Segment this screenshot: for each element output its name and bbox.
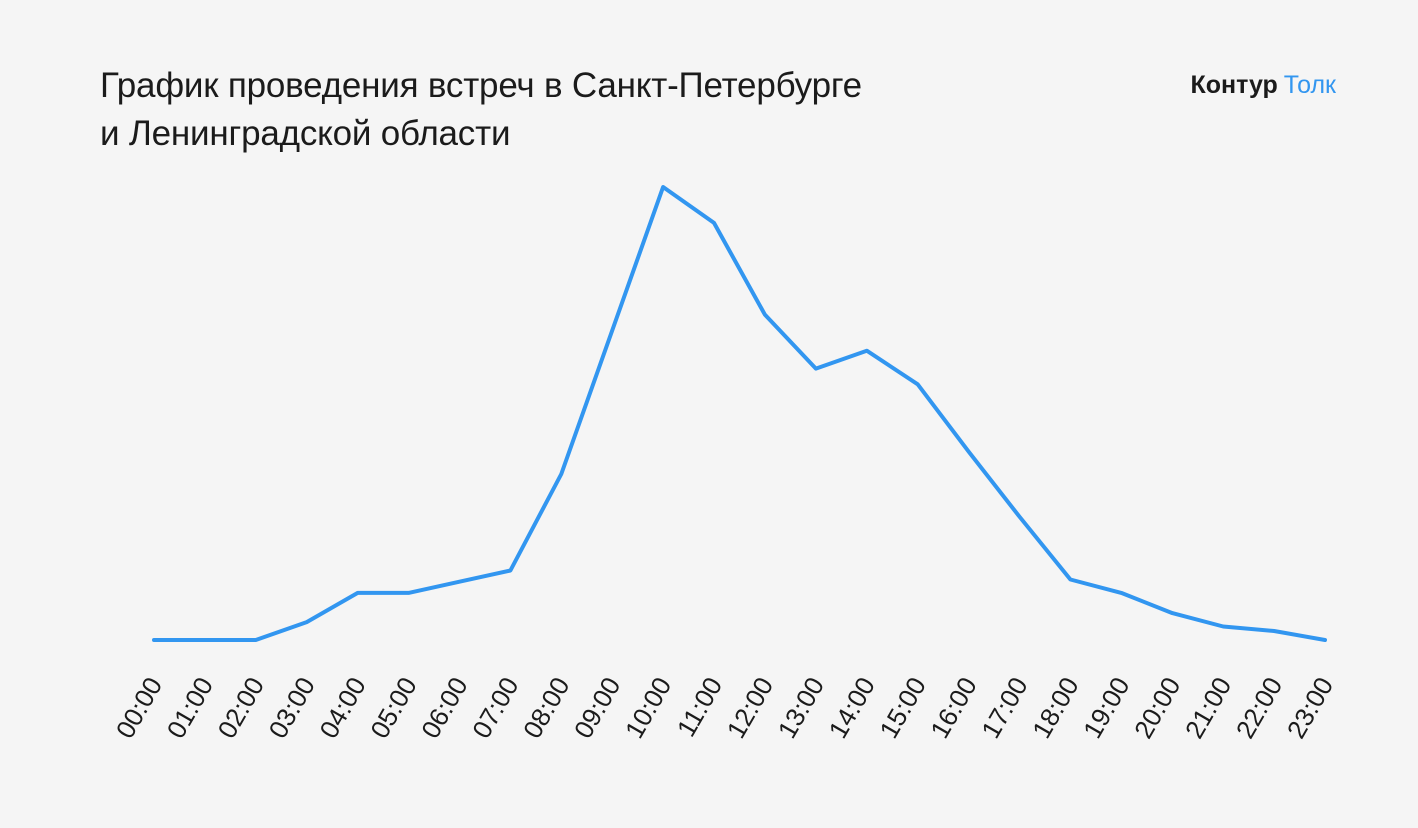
chart-title-line-2: и Ленинградской области xyxy=(100,114,511,153)
x-tick-label: 03:00 xyxy=(262,672,321,743)
x-tick-label: 21:00 xyxy=(1179,672,1238,743)
x-tick-label: 13:00 xyxy=(772,672,831,743)
chart-title: График проведения встреч в Санкт-Петербу… xyxy=(100,62,1060,158)
x-tick-label: 14:00 xyxy=(822,672,881,743)
x-tick-label: 00:00 xyxy=(110,672,169,743)
chart-title-line-1: График проведения встреч в Санкт-Петербу… xyxy=(100,66,862,105)
x-tick-label: 23:00 xyxy=(1281,672,1340,743)
series-points xyxy=(153,186,1326,641)
x-tick-label: 02:00 xyxy=(212,672,271,743)
series-line xyxy=(152,185,1327,642)
x-tick-label: 01:00 xyxy=(161,672,220,743)
x-tick-label: 05:00 xyxy=(364,672,423,743)
x-tick-label: 09:00 xyxy=(568,672,627,743)
kontur-tolk-logo: Контур Толк xyxy=(1190,70,1336,100)
logo-brand: Контур xyxy=(1190,71,1278,99)
x-tick-label: 11:00 xyxy=(671,672,729,742)
logo-product: Толк xyxy=(1283,71,1336,99)
x-tick-label: 15:00 xyxy=(873,672,932,743)
x-tick-label: 17:00 xyxy=(975,672,1034,743)
x-tick-label: 10:00 xyxy=(619,672,678,743)
x-tick-label: 06:00 xyxy=(415,672,474,743)
x-tick-label: 07:00 xyxy=(466,672,525,743)
x-tick-label: 20:00 xyxy=(1128,672,1187,743)
x-axis-tick-labels: 00:0001:0002:0003:0004:0005:0006:0007:00… xyxy=(110,672,1340,743)
x-tick-label: 16:00 xyxy=(924,672,983,743)
x-tick-label: 12:00 xyxy=(721,672,780,743)
x-tick-label: 18:00 xyxy=(1026,672,1085,743)
x-tick-label: 04:00 xyxy=(313,672,372,743)
x-tick-label: 19:00 xyxy=(1077,672,1136,743)
x-tick-label: 22:00 xyxy=(1230,672,1289,743)
x-tick-label: 08:00 xyxy=(517,672,576,743)
